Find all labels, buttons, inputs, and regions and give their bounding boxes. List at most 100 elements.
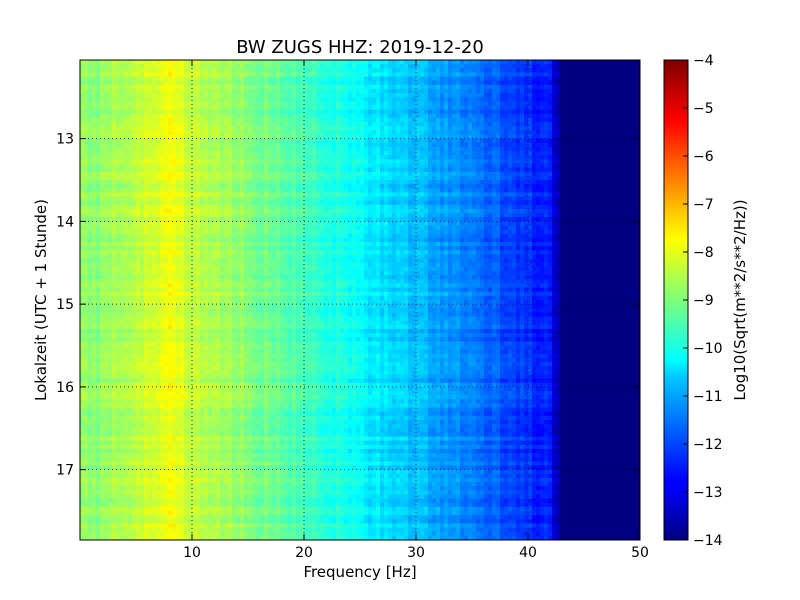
heatmap-cell: [292, 163, 297, 169]
heatmap-cell: [260, 72, 265, 78]
heatmap-cell: [284, 64, 289, 69]
heatmap-cell: [80, 105, 85, 111]
heatmap-cell: [624, 163, 629, 169]
heatmap-cell: [496, 192, 501, 198]
heatmap-cell: [460, 84, 465, 90]
heatmap-cell: [576, 192, 581, 198]
heatmap-cell: [596, 142, 601, 148]
heatmap-cell: [612, 142, 617, 148]
heatmap-cell: [152, 109, 157, 115]
heatmap-cell: [392, 76, 397, 82]
heatmap-cell: [364, 93, 369, 98]
heatmap-cell: [224, 134, 229, 140]
heatmap-cell: [620, 171, 625, 177]
heatmap-cell: [112, 180, 117, 185]
heatmap-cell: [256, 68, 261, 74]
heatmap-cell: [456, 117, 461, 123]
heatmap-cell: [192, 146, 197, 152]
heatmap-cell: [500, 93, 505, 98]
heatmap-cell: [284, 80, 289, 86]
heatmap-cell: [308, 134, 313, 140]
heatmap-cell: [236, 175, 241, 181]
heatmap-cell: [236, 138, 241, 144]
heatmap-cell: [452, 122, 457, 127]
heatmap-cell: [108, 68, 113, 74]
heatmap-cell: [600, 134, 605, 140]
heatmap-cell: [88, 142, 93, 148]
heatmap-cell: [104, 204, 109, 210]
heatmap-cell: [464, 126, 469, 131]
heatmap-cell: [508, 105, 513, 111]
heatmap-cell: [380, 163, 385, 169]
heatmap-cell: [304, 130, 309, 136]
heatmap-cell: [636, 122, 640, 127]
heatmap-cell: [184, 138, 189, 144]
heatmap-cell: [424, 167, 429, 173]
heatmap-cell: [116, 93, 121, 98]
heatmap-cell: [268, 60, 273, 65]
heatmap-cell: [412, 184, 417, 189]
heatmap-cell: [176, 171, 181, 177]
heatmap-cell: [156, 84, 161, 90]
heatmap-cell: [200, 142, 205, 148]
heatmap-cell: [604, 184, 609, 189]
heatmap-cell: [576, 72, 581, 78]
heatmap-cell: [380, 126, 385, 131]
heatmap-cell: [540, 105, 545, 111]
heatmap-cell: [132, 159, 137, 165]
heatmap-cell: [296, 130, 301, 136]
heatmap-cell: [472, 130, 477, 136]
heatmap-cell: [476, 126, 481, 131]
heatmap-cell: [100, 184, 105, 189]
heatmap-cell: [564, 76, 569, 82]
heatmap-cell: [252, 155, 257, 160]
heatmap-cell: [488, 180, 493, 185]
heatmap-cell: [532, 188, 537, 194]
heatmap-cell: [588, 130, 593, 136]
heatmap-cell: [364, 142, 369, 148]
heatmap-cell: [96, 126, 101, 131]
heatmap-cell: [560, 192, 565, 198]
heatmap-cell: [544, 192, 549, 198]
heatmap-cell: [576, 60, 581, 65]
heatmap-cell: [320, 180, 325, 185]
heatmap-cell: [516, 93, 521, 98]
heatmap-cell: [292, 192, 297, 198]
heatmap-cell: [612, 84, 617, 90]
heatmap-cell: [304, 68, 309, 74]
heatmap-cell: [368, 155, 373, 160]
heatmap-cell: [172, 84, 177, 90]
heatmap-cell: [540, 72, 545, 78]
heatmap-cell: [376, 159, 381, 165]
heatmap-cell: [400, 113, 405, 119]
heatmap-cell: [556, 142, 561, 148]
heatmap-cell: [364, 180, 369, 185]
heatmap-cell: [344, 180, 349, 185]
heatmap-cell: [620, 122, 625, 127]
heatmap-cell: [296, 180, 301, 185]
heatmap-cell: [248, 196, 253, 202]
heatmap-cell: [400, 163, 405, 169]
heatmap-cell: [504, 163, 509, 169]
heatmap-cell: [548, 105, 553, 111]
heatmap-cell: [244, 68, 249, 74]
heatmap-cell: [260, 113, 265, 119]
heatmap-cell: [356, 171, 361, 177]
heatmap-cell: [272, 80, 277, 86]
heatmap-cell: [568, 134, 573, 140]
heatmap-cell: [620, 167, 625, 173]
heatmap-cell: [592, 192, 597, 198]
heatmap-cell: [124, 60, 129, 65]
heatmap-cell: [492, 200, 497, 206]
heatmap-cell: [528, 192, 533, 198]
heatmap-cell: [348, 159, 353, 165]
heatmap-cell: [564, 184, 569, 189]
heatmap-cell: [580, 80, 585, 86]
heatmap-cell: [288, 151, 293, 156]
heatmap-cell: [456, 105, 461, 111]
heatmap-cell: [280, 97, 285, 102]
heatmap-cell: [604, 134, 609, 140]
heatmap-cell: [280, 76, 285, 82]
heatmap-cell: [296, 184, 301, 189]
heatmap-cell: [108, 196, 113, 202]
